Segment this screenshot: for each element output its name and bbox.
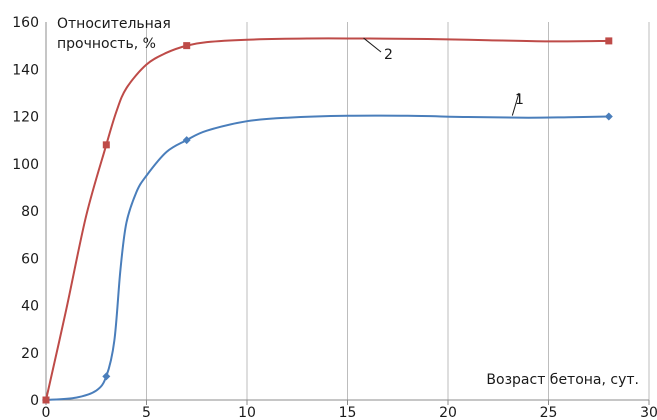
series-label-leaders (363, 37, 520, 116)
x-axis-label: Возраст бетона, сут. (486, 372, 639, 388)
x-tick-label: 20 (439, 405, 457, 420)
series-1-point (604, 112, 613, 121)
series-1-point (182, 136, 191, 145)
series-label-1: 1 (515, 92, 524, 108)
y-axis-label-line-1: Относительная (57, 16, 171, 32)
y-tick-label: 120 (12, 110, 39, 126)
y-tick-label: 60 (21, 251, 39, 267)
y-tick-label: 20 (21, 346, 39, 362)
series-2-point (605, 37, 613, 45)
x-tick-label: 0 (42, 405, 51, 420)
x-tick-label: 10 (238, 405, 256, 420)
grid-lines (146, 22, 650, 400)
y-tick-label: 100 (12, 157, 39, 173)
series-label-2: 2 (384, 47, 393, 63)
series-2-point (102, 141, 110, 149)
series-1-line (45, 114, 609, 401)
series-2-leader (363, 37, 382, 53)
y-tick-label: 40 (21, 299, 39, 315)
series-2-point (183, 42, 191, 50)
y-tick-label: 160 (12, 15, 39, 31)
x-tick-label: 5 (142, 405, 151, 420)
y-axis-label-line-2: прочность, % (57, 36, 156, 52)
y-tick-labels: 0 20 40 60 80 100 120 140 160 (12, 15, 39, 409)
y-tick-label: 80 (21, 204, 39, 220)
y-tick-label: 140 (12, 62, 39, 78)
x-tick-label: 25 (540, 405, 558, 420)
series-1-leader (511, 92, 520, 116)
x-tick-labels: 0 5 10 15 20 25 30 (42, 405, 657, 420)
x-tick-label: 30 (640, 405, 657, 420)
series-1-point (102, 372, 111, 381)
series-2-line (45, 37, 609, 401)
series-group (42, 37, 613, 404)
x-tick-label: 15 (339, 405, 357, 420)
series-2-point (42, 396, 50, 404)
axes (45, 22, 650, 405)
y-tick-label: 0 (30, 393, 39, 409)
